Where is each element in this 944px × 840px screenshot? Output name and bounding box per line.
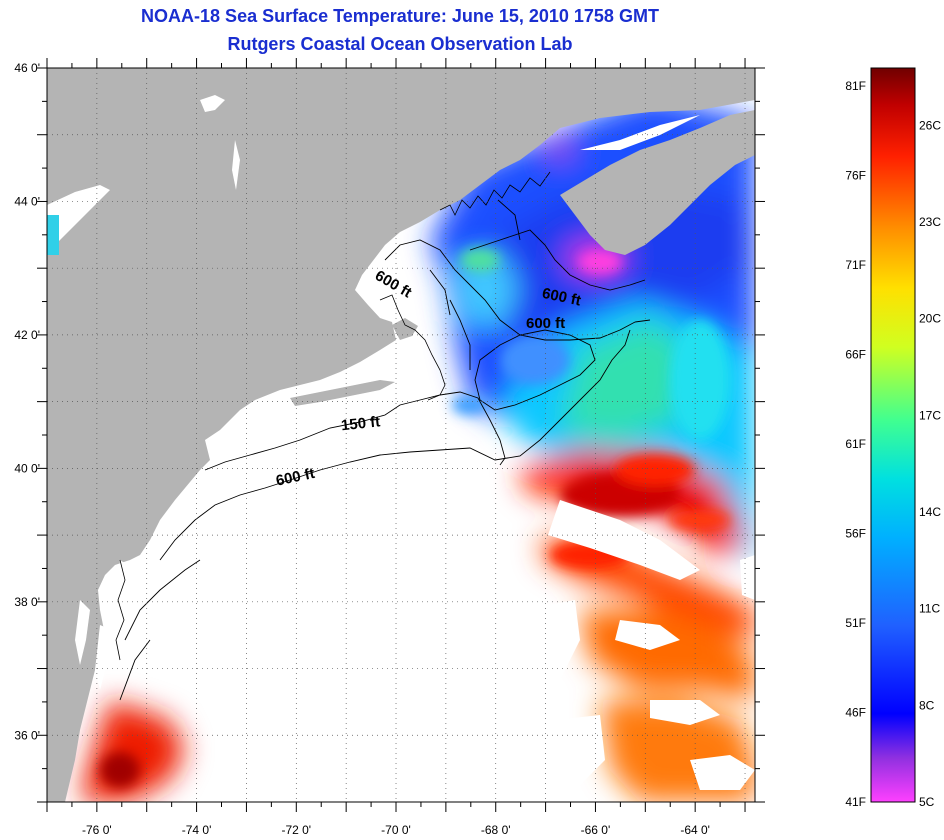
lat-tick-label: 46 0' xyxy=(14,61,40,75)
colorbar-c-label: 8C xyxy=(919,698,935,712)
colorbar-c-label: 11C xyxy=(919,602,940,616)
cloud-patches xyxy=(520,500,755,790)
colorbar-c-label: 20C xyxy=(919,312,941,326)
coastline-detail xyxy=(115,171,551,661)
colorbar-c-label: 23C xyxy=(919,215,941,229)
sst-detail xyxy=(100,248,730,788)
colorbar-c-label: 17C xyxy=(919,408,941,422)
colorbar-gradient xyxy=(870,67,916,803)
colorbar-celsius-labels: 26C 23C 20C 17C 14C 11C 8C 5C xyxy=(919,118,941,809)
colorbar-f-label: 41F xyxy=(845,795,866,809)
lon-tick-label: -74 0' xyxy=(182,823,212,837)
landmass xyxy=(47,68,755,802)
colorbar-f-label: 61F xyxy=(845,437,866,451)
colorbar-f-label: 56F xyxy=(845,526,866,540)
lon-tick-label: -76 0' xyxy=(82,823,112,837)
lon-tick-label: -64 0' xyxy=(680,823,710,837)
colorbar-f-label: 81F xyxy=(845,79,866,93)
bathymetry-contours xyxy=(119,199,651,701)
map-title: NOAA-18 Sea Surface Temperature: June 15… xyxy=(141,6,659,26)
lat-tick-label: 38 0' xyxy=(14,595,40,609)
latitude-labels: 46 0' 44 0' 42 0' 40 0' 38 0' 36 0' xyxy=(14,61,40,742)
colorbar-f-label: 46F xyxy=(845,705,866,719)
graticule xyxy=(47,68,755,802)
lat-tick-label: 42 0' xyxy=(14,328,40,342)
map-subtitle: Rutgers Coastal Ocean Observation Lab xyxy=(227,34,573,54)
colorbar-c-label: 26C xyxy=(919,118,941,132)
lon-tick-label: -72 0' xyxy=(281,823,311,837)
colorbar-f-label: 66F xyxy=(845,347,866,361)
lake-sst xyxy=(47,215,59,255)
colorbar-c-label: 14C xyxy=(919,505,941,519)
colorbar-c-label: 5C xyxy=(919,795,935,809)
lat-tick-label: 40 0' xyxy=(14,461,40,475)
colorbar-f-label: 51F xyxy=(845,616,866,630)
colorbar-f-label: 76F xyxy=(845,168,866,182)
lon-tick-label: -70 0' xyxy=(381,823,411,837)
axis-ticks xyxy=(37,58,765,812)
colorbar-fahrenheit-labels: 81F 76F 71F 66F 61F 56F 51F 46F 41F xyxy=(845,79,866,809)
colorbar: 81F 76F 71F 66F 61F 56F 51F 46F 41F 26C 23C 20C 17C… xyxy=(845,67,941,809)
lat-tick-label: 36 0' xyxy=(14,728,40,742)
lon-tick-label: -68 0' xyxy=(481,823,511,837)
contour-label: 150 ft xyxy=(340,413,381,434)
contour-label: 600 ft xyxy=(526,315,565,332)
lon-tick-label: -66 0' xyxy=(581,823,611,837)
longitude-labels: -76 0' -74 0' -72 0' -70 0' -68 0' -66 0' -64 … xyxy=(82,823,710,837)
lat-tick-label: 44 0' xyxy=(14,194,40,208)
colorbar-f-label: 71F xyxy=(845,258,866,272)
